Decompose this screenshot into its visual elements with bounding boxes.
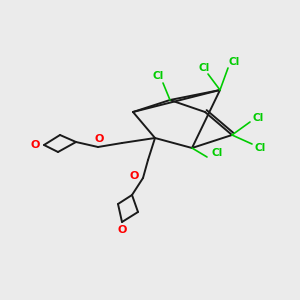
Text: Cl: Cl	[212, 148, 223, 158]
Text: Cl: Cl	[228, 57, 240, 67]
Text: O: O	[30, 140, 40, 150]
Text: O: O	[117, 225, 127, 235]
Text: Cl: Cl	[254, 143, 266, 153]
Text: O: O	[129, 171, 139, 181]
Text: Cl: Cl	[152, 71, 164, 81]
Text: Cl: Cl	[198, 63, 210, 73]
Text: Cl: Cl	[252, 113, 264, 123]
Text: O: O	[94, 134, 104, 144]
